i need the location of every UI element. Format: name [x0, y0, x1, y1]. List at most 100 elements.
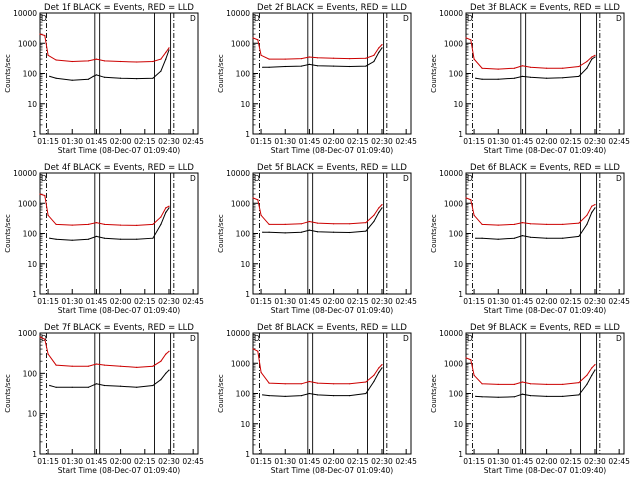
- plot-frame: [39, 12, 199, 135]
- data-point-lld: [586, 60, 588, 63]
- x-axis-label: Start Time (08-Dec-07 01:09:40): [271, 306, 393, 315]
- data-point-events: [316, 394, 319, 396]
- series-line-events: [475, 369, 596, 398]
- y-tick-label: 1000: [231, 39, 250, 48]
- y-tick-label: 100: [449, 230, 464, 239]
- data-point-lld: [521, 222, 524, 224]
- data-point-lld: [521, 381, 524, 383]
- data-point-lld: [103, 60, 106, 62]
- data-point-events: [521, 393, 524, 395]
- chart-title: Det 6f BLACK = Events, RED = LLD: [470, 163, 620, 173]
- chart-title: Det 3f BLACK = Events, RED = LLD: [470, 3, 620, 13]
- y-tick-label: 1: [245, 290, 250, 299]
- chart-title: Det 1f BLACK = Events, RED = LLD: [44, 3, 194, 13]
- x-tick-label: 02:30: [584, 137, 606, 146]
- data-point-events: [71, 386, 73, 388]
- x-tick-label: 02:15: [560, 457, 582, 466]
- y-tick-label: 10: [27, 260, 37, 269]
- y-axis-label: Counts/sec: [430, 214, 438, 253]
- data-point-events: [95, 235, 97, 237]
- chart-panel: Det 7f BLACK = Events, RED = LLD 1 10 100 10…: [4, 323, 204, 475]
- data-point-lld: [529, 223, 532, 225]
- chart-panel: Det 3f BLACK = Events, RED = LLD 1 10 100 10…: [430, 3, 630, 155]
- data-point-lld: [578, 382, 580, 384]
- marker-label: D: [467, 14, 473, 23]
- data-point-events: [49, 384, 51, 387]
- data-point-lld: [378, 367, 380, 369]
- data-point-events: [562, 395, 564, 397]
- x-tick-label: 02:00: [110, 137, 132, 146]
- data-point-lld: [103, 223, 106, 225]
- data-point-events: [562, 237, 564, 239]
- data-point-lld: [513, 223, 516, 225]
- data-point-lld: [120, 365, 122, 367]
- data-point-events: [300, 65, 302, 67]
- x-tick-label: 01:30: [487, 457, 509, 466]
- data-point-lld: [316, 382, 319, 384]
- x-tick-label: 02:15: [560, 297, 582, 306]
- x-tick-label: 02:45: [608, 137, 630, 146]
- data-point-events: [308, 392, 310, 395]
- y-tick-label: 10: [27, 410, 37, 419]
- data-point-events: [165, 372, 167, 374]
- x-tick-label: 02:30: [584, 457, 606, 466]
- x-tick-label: 02:30: [158, 297, 180, 306]
- data-point-events: [49, 75, 51, 77]
- x-tick-label: 01:30: [274, 137, 296, 146]
- chart-panel: Det 8f BLACK = Events, RED = LLD 1 10 100 10…: [217, 323, 417, 475]
- data-point-events: [87, 78, 89, 80]
- x-tick-label: 02:15: [347, 457, 369, 466]
- data-point-lld: [300, 58, 302, 60]
- marker-label: D: [616, 174, 622, 183]
- series-line-lld: [465, 357, 596, 385]
- y-tick-label: 100: [23, 230, 38, 239]
- data-point-lld: [268, 382, 270, 384]
- y-tick-label: 100: [236, 70, 251, 79]
- data-point-lld: [333, 383, 335, 385]
- data-point-lld: [373, 54, 375, 56]
- plot-frame: [465, 172, 625, 295]
- data-point-events: [160, 379, 162, 381]
- y-tick-label: 100: [236, 390, 251, 399]
- plot-frame: [465, 12, 625, 135]
- x-tick-label: 01:15: [37, 457, 59, 466]
- data-point-lld: [465, 37, 467, 39]
- data-point-events: [168, 49, 170, 51]
- series-line-lld: [252, 348, 383, 385]
- x-tick-label: 02:00: [323, 457, 345, 466]
- data-point-lld: [55, 223, 57, 225]
- x-tick-label: 01:30: [61, 297, 83, 306]
- data-point-lld: [470, 39, 472, 41]
- data-point-events: [71, 239, 73, 241]
- data-point-lld: [257, 199, 259, 201]
- data-point-events: [120, 77, 122, 79]
- data-point-lld: [333, 223, 335, 225]
- data-point-events: [497, 396, 499, 398]
- x-tick-label: 02:00: [323, 137, 345, 146]
- data-point-lld: [95, 363, 97, 365]
- x-tick-label: 01:45: [86, 457, 108, 466]
- marker-label: D: [254, 174, 260, 183]
- data-point-events: [87, 386, 89, 388]
- data-point-events: [168, 369, 170, 371]
- data-point-lld: [465, 197, 467, 199]
- marker-label: D: [190, 14, 196, 23]
- data-point-lld: [497, 383, 499, 385]
- y-tick-label: 10000: [226, 169, 250, 178]
- y-tick-label: 100: [23, 70, 38, 79]
- data-point-lld: [120, 224, 122, 226]
- data-point-events: [481, 396, 483, 398]
- x-tick-label: 01:45: [299, 137, 321, 146]
- data-point-lld: [260, 371, 262, 373]
- chart-title: Det 7f BLACK = Events, RED = LLD: [44, 323, 194, 333]
- data-point-events: [591, 374, 593, 376]
- y-tick-label: 10: [240, 260, 250, 269]
- plot-frame: [252, 332, 412, 455]
- data-point-events: [378, 371, 380, 373]
- x-tick-label: 02:15: [134, 297, 156, 306]
- x-tick-label: 02:30: [584, 297, 606, 306]
- x-tick-label: 01:45: [299, 457, 321, 466]
- x-axis-label: Start Time (08-Dec-07 01:09:40): [271, 466, 393, 475]
- data-point-events: [594, 56, 596, 58]
- data-point-events: [152, 384, 154, 387]
